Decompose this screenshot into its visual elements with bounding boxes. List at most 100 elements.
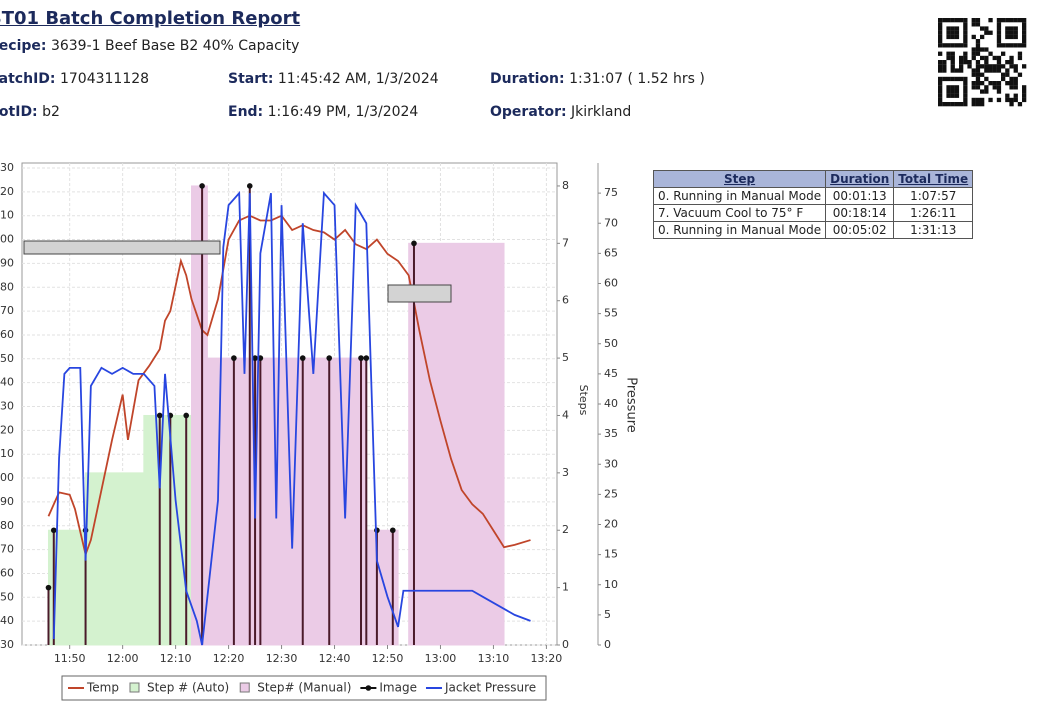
qr-cell [980,64,985,69]
qr-cell [984,76,989,82]
qr-cell [950,51,955,56]
qr-cell [963,93,968,98]
qr-cell [959,43,964,48]
y3-tick-label: 40 [604,397,618,410]
qr-cell [996,43,1002,48]
qr-cell [1005,60,1010,65]
qr-cell [954,102,960,107]
x-tick-label: 12:10 [160,652,192,665]
qr-cell [967,60,972,65]
qr-cell [938,22,943,27]
qr-cell [996,34,1002,40]
cell: 00:05:02 [825,221,895,239]
qr-cell [963,81,968,86]
qr-cell [950,26,955,31]
image-marker [45,584,52,591]
qr-cell [971,18,976,23]
value: Jkirkland [571,104,632,120]
qr-cell [1017,18,1023,23]
y2-tick-label: 2 [562,523,569,536]
qr-cell [1009,76,1014,82]
qr-cell [1005,72,1010,77]
y3-tick-label: 35 [604,427,618,440]
qr-cell [1009,97,1014,103]
qr-cell [975,97,981,103]
y3-tick-label: 15 [604,548,618,561]
qr-cell [1013,97,1018,103]
qr-cell [980,72,985,77]
qr-cell [1022,97,1027,103]
qr-cell [1022,30,1027,35]
qr-cell [950,64,955,69]
cell: 0. Running in Manual Mode [652,187,827,205]
qr-cell [1001,76,1006,82]
qr-cell [959,64,964,69]
qr-cell [980,34,985,40]
qr-cell [1009,43,1014,48]
column-header: Total Time [893,170,974,188]
y2-tick-label: 6 [562,294,569,307]
qr-cell [1013,30,1018,35]
qr-cell [1005,43,1010,48]
cell: 1:07:57 [893,187,974,205]
x-tick-label: 12:30 [266,652,298,665]
qr-cell [946,18,951,23]
qr-cell [963,89,968,94]
qr-cell [950,43,955,48]
qr-cell [984,26,989,31]
qr-cell [946,26,951,31]
x-tick-label: 13:20 [531,652,563,665]
qr-cell [992,68,997,73]
qr-cell [996,81,1002,86]
qr-cell [954,89,960,94]
qr-cell [1001,64,1006,69]
y2-tick-label: 3 [562,466,569,479]
qr-cell [950,102,955,107]
qr-cell [959,18,964,23]
y-tick-label: 210 [0,209,14,222]
qr-cell [1005,68,1010,73]
y-tick-label: 70 [0,543,14,556]
qr-cell [1013,64,1018,69]
qr-cell [1013,81,1018,86]
qr-cell [975,64,981,69]
legend-label: Temp [86,681,119,695]
qr-cell [938,39,943,44]
image-marker [326,355,333,361]
qr-cell [1009,60,1014,65]
qr-cell [963,97,968,103]
qr-cell [996,64,1002,69]
y-tick-label: 170 [0,304,14,317]
qr-cell [975,72,981,77]
qr-cell [971,81,976,86]
qr-cell [959,102,964,107]
y3-tick-label: 55 [604,307,618,320]
qr-cell [988,97,993,103]
qr-cell [963,51,968,56]
y-tick-label: 160 [0,328,14,341]
legend-label: Step # (Auto) [147,681,229,695]
row: 0. Running in Manual Mode 00:01:13 1:07:57 [652,187,974,205]
qr-cell [963,34,968,40]
column-header: Duration [825,170,895,188]
row: 0. Running in Manual Mode 00:05:02 1:31:13 [652,221,974,239]
qr-cell [946,85,951,90]
y-tick-label: 60 [0,566,14,579]
qr-cell [1009,18,1014,23]
qr-cell [988,51,993,56]
qr-cell [975,39,981,44]
qr-cell [946,76,951,82]
y-tick-label: 30 [0,638,14,651]
qr-cell [942,102,947,107]
qr-code [938,18,1027,107]
qr-cell [980,81,985,86]
qr-cell [1017,102,1023,107]
qr-cell [1005,81,1010,86]
qr-cell [950,93,955,98]
label: Duration: [490,71,565,87]
qr-cell [963,55,968,61]
annotation-box [387,284,452,303]
qr-cell [950,85,955,90]
legend-label: Jacket Pressure [444,681,536,695]
